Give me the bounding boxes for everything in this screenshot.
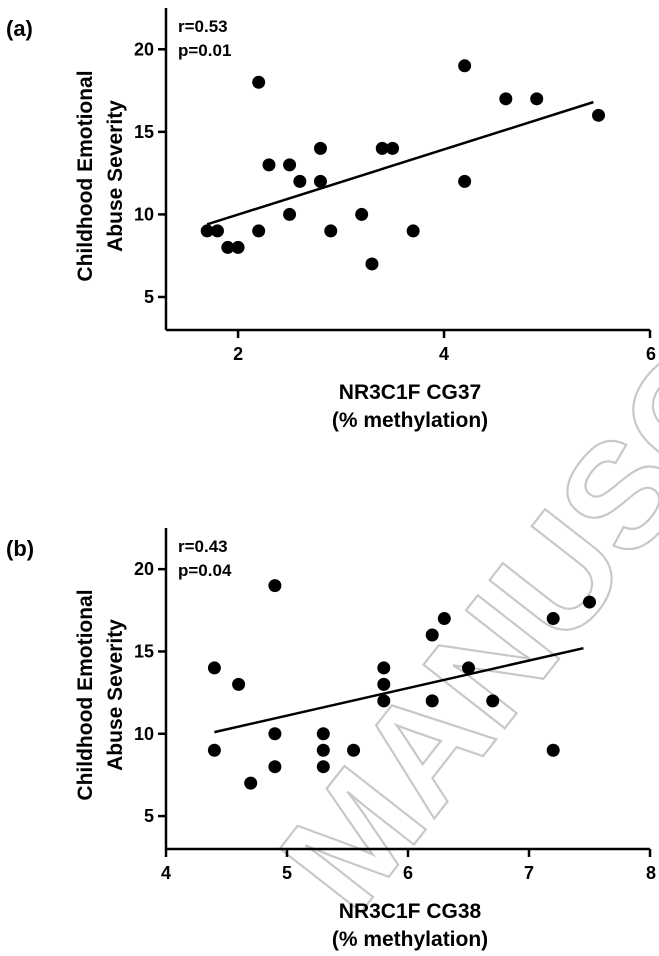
panel-b-data-point [462, 661, 475, 675]
panel-b-data-point [207, 743, 221, 757]
panel-b-data-point [268, 727, 282, 741]
panel-a-data-point [406, 224, 420, 238]
panel-a-x-tick-label: 2 [233, 344, 243, 364]
panel-a-data-point [324, 224, 338, 238]
panel-a-data-point [313, 141, 327, 155]
panel-b-y-title-1: Childhood Emotional [74, 589, 97, 800]
panel-b-x-tick-label: 7 [524, 863, 534, 883]
panel-a-data-point [365, 257, 379, 271]
panel-a-x-tick-label: 6 [646, 344, 656, 364]
panel-b-data-point [377, 677, 391, 691]
panel-b-data-point [207, 661, 221, 675]
panel-b-data-point [377, 661, 391, 675]
panel-b-data-point [583, 595, 596, 609]
panel-a-data-point [355, 207, 369, 221]
panel-a-data-point [200, 224, 214, 238]
panel-a-data-point [252, 75, 266, 89]
panel-b-data-point [486, 694, 500, 708]
panel-b-regression-line [214, 646, 584, 734]
panel-b: (b) r=0.43 p=0.04 Childhood Emotional Ab… [6, 528, 656, 951]
panel-b-data-point [437, 612, 451, 626]
panel-b-y-tick-label: 20 [134, 559, 154, 579]
panel-b-data-point [425, 694, 439, 708]
panel-b-data-point [268, 579, 282, 593]
panel-a-y-tick-label: 5 [144, 287, 154, 307]
panel-a-data-point [499, 92, 513, 106]
panel-a-data-point [592, 108, 606, 122]
panel-a-data-point [530, 92, 544, 106]
panel-b-x-tick-label: 5 [282, 863, 292, 883]
panel-b-p-stat: p=0.04 [178, 561, 232, 580]
panel-a-y-title-2: Abuse Severity [104, 100, 127, 252]
panel-b-y-tick-label: 15 [134, 641, 154, 661]
panel-a-data-point [221, 240, 235, 254]
panel-a-regression-line [206, 100, 594, 226]
panel-b-data-point [546, 612, 560, 626]
panel-b-x-tick-label: 4 [161, 863, 171, 883]
panel-b-data-point [546, 743, 560, 757]
panel-b-data-point [316, 760, 330, 774]
panel-b-data-point [244, 776, 258, 790]
panel-a-data-point [458, 174, 472, 188]
panel-b-y-tick-label: 10 [134, 724, 154, 744]
panel-a-y-tick-label: 20 [134, 39, 154, 59]
panel-a: (a) r=0.53 p=0.01 Childhood Emotional Ab… [6, 8, 656, 432]
panel-b-data-point [347, 743, 361, 757]
panel-b-y-title-2: Abuse Severity [104, 619, 127, 771]
panel-a-data-point [313, 174, 327, 188]
panel-b-x-tick-label: 8 [646, 863, 656, 883]
panel-a-r-stat: r=0.53 [178, 17, 228, 36]
panel-b-x-title-1: NR3C1F CG38 [339, 900, 482, 923]
panel-b-x-title-2: (% methylation) [332, 928, 488, 951]
panel-a-data-point [293, 174, 307, 188]
panel-a-y-title-1: Childhood Emotional [74, 70, 97, 281]
panel-a-data-point [210, 224, 224, 238]
panel-a-p-stat: p=0.01 [178, 41, 231, 60]
panel-a-data-point [386, 141, 400, 155]
panel-b-data-point [377, 694, 391, 708]
panel-a-data-point [283, 207, 297, 221]
panel-b-data-point [316, 727, 330, 741]
panel-a-y-tick-label: 15 [134, 122, 154, 142]
panel-b-data-point [232, 677, 246, 691]
panel-a-data-point [231, 240, 245, 254]
panel-b-y-tick-label: 5 [144, 806, 154, 826]
panel-b-data-point [425, 628, 439, 642]
panel-a-x-tick-label: 4 [439, 344, 449, 364]
panel-a-data-point [283, 158, 297, 172]
panel-a-data-point [375, 141, 389, 155]
panel-b-data-point [316, 743, 330, 757]
panel-a-x-title-1: NR3C1F CG37 [339, 381, 481, 404]
panel-b-x-tick-label: 6 [403, 863, 413, 883]
panel-a-data-point [262, 158, 276, 172]
panel-a-label: (a) [6, 16, 33, 41]
panel-a-y-tick-label: 10 [134, 204, 154, 224]
panel-a-data-point [252, 224, 266, 238]
panel-b-data-point [268, 760, 282, 774]
panel-b-r-stat: r=0.43 [178, 537, 228, 556]
panel-a-x-title-2: (% methylation) [332, 409, 488, 432]
panel-a-data-point [458, 59, 472, 73]
panel-b-label: (b) [6, 536, 34, 561]
